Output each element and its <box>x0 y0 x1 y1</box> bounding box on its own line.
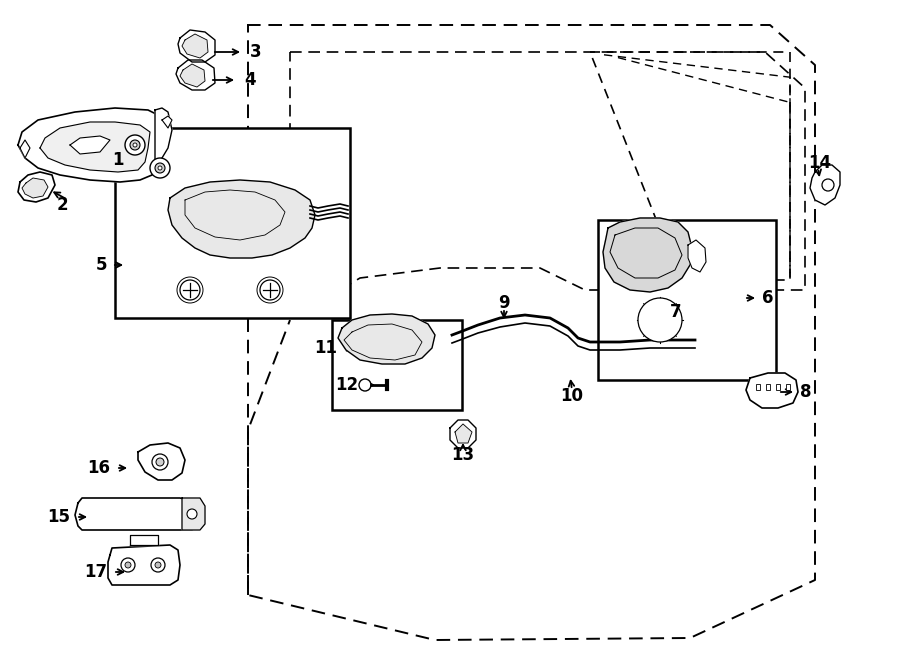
Polygon shape <box>455 424 472 443</box>
Text: 16: 16 <box>87 459 110 477</box>
Polygon shape <box>70 136 110 154</box>
Polygon shape <box>75 498 202 530</box>
Text: 1: 1 <box>112 151 124 169</box>
Polygon shape <box>450 420 476 448</box>
Text: 5: 5 <box>95 256 107 274</box>
Polygon shape <box>338 314 435 364</box>
Circle shape <box>133 143 137 147</box>
Bar <box>332 320 462 410</box>
Circle shape <box>158 166 162 170</box>
Text: 13: 13 <box>452 446 474 464</box>
Text: 7: 7 <box>670 303 682 321</box>
Text: 12: 12 <box>335 376 358 394</box>
Polygon shape <box>168 180 315 258</box>
Polygon shape <box>810 165 840 205</box>
Circle shape <box>180 280 200 300</box>
Bar <box>598 220 776 380</box>
Circle shape <box>152 454 168 470</box>
Bar <box>776 384 780 390</box>
Circle shape <box>150 158 170 178</box>
Circle shape <box>125 135 145 155</box>
Polygon shape <box>176 60 215 90</box>
Text: 10: 10 <box>561 387 583 405</box>
Text: 2: 2 <box>56 196 68 214</box>
Circle shape <box>187 509 197 519</box>
Text: 9: 9 <box>499 294 509 312</box>
Circle shape <box>359 379 371 391</box>
Circle shape <box>130 140 140 150</box>
Circle shape <box>151 558 165 572</box>
Bar <box>115 128 350 318</box>
Circle shape <box>638 298 682 342</box>
Polygon shape <box>40 122 150 172</box>
Circle shape <box>652 312 668 328</box>
Polygon shape <box>22 178 48 198</box>
Polygon shape <box>603 218 692 292</box>
Circle shape <box>121 558 135 572</box>
Polygon shape <box>162 116 172 128</box>
Polygon shape <box>182 34 208 58</box>
Circle shape <box>155 562 161 568</box>
Bar <box>756 384 760 390</box>
Text: 4: 4 <box>244 71 256 89</box>
Circle shape <box>646 306 674 334</box>
Text: 14: 14 <box>808 154 832 172</box>
Polygon shape <box>688 240 706 272</box>
Text: 15: 15 <box>47 508 70 526</box>
Bar <box>766 384 770 390</box>
Polygon shape <box>182 498 205 530</box>
Text: 6: 6 <box>762 289 773 307</box>
Polygon shape <box>138 443 185 480</box>
Bar <box>786 384 790 390</box>
Circle shape <box>155 163 165 173</box>
Text: 11: 11 <box>314 339 337 357</box>
Text: 3: 3 <box>250 43 262 61</box>
Polygon shape <box>178 30 215 62</box>
Circle shape <box>125 562 131 568</box>
Polygon shape <box>20 140 30 158</box>
Polygon shape <box>746 373 798 408</box>
Text: 17: 17 <box>84 563 107 581</box>
Polygon shape <box>130 535 158 545</box>
Circle shape <box>822 179 834 191</box>
Polygon shape <box>155 108 172 162</box>
Circle shape <box>260 280 280 300</box>
Polygon shape <box>18 172 55 202</box>
Circle shape <box>156 458 164 466</box>
Polygon shape <box>108 545 180 585</box>
Polygon shape <box>18 108 165 182</box>
Polygon shape <box>180 64 205 87</box>
Text: 8: 8 <box>800 383 812 401</box>
